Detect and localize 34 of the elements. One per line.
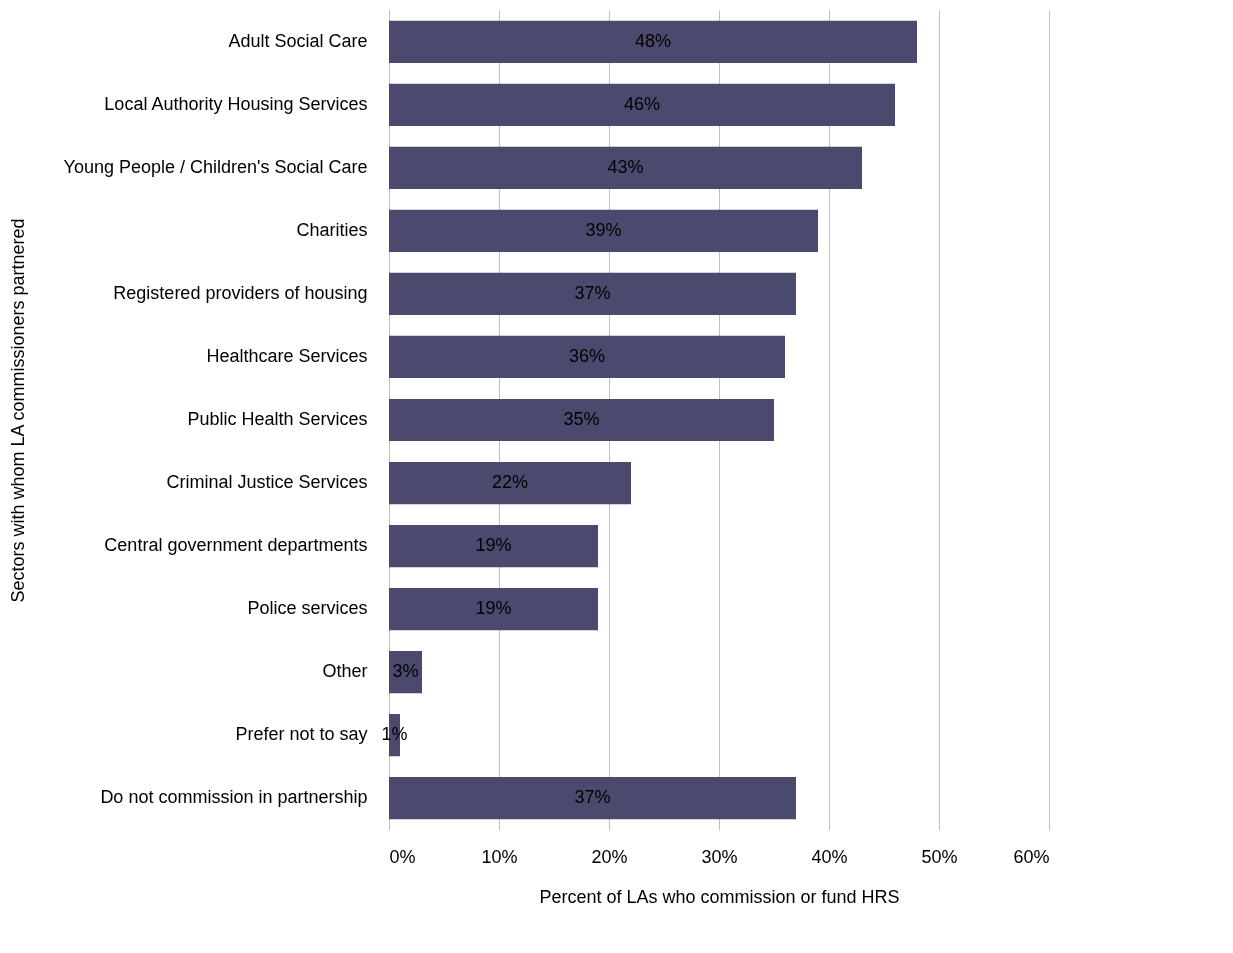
data-label: 46% bbox=[623, 93, 661, 114]
y-axis-title: Sectors with whom LA commissioners partnered bbox=[7, 218, 28, 603]
y-tick-label: Young People / Children's Social Care bbox=[63, 156, 368, 177]
y-tick-label: Registered providers of housing bbox=[113, 282, 368, 303]
x-tick-label: 40% bbox=[811, 846, 848, 867]
y-tick-label: Healthcare Services bbox=[206, 345, 368, 366]
data-label: 19% bbox=[475, 598, 512, 619]
y-tick-label: Public Health Services bbox=[187, 409, 368, 429]
y-tick-label: Central government departments bbox=[104, 535, 368, 556]
y-tick-label: Criminal Justice Services bbox=[166, 472, 368, 493]
data-label: 36% bbox=[568, 345, 606, 366]
x-tick-label: 60% bbox=[1013, 846, 1050, 867]
data-label: 39% bbox=[585, 219, 622, 240]
x-tick-label: 30% bbox=[701, 846, 738, 867]
data-label: 48% bbox=[634, 30, 672, 51]
data-label: 43% bbox=[607, 156, 644, 177]
x-axis-title: Percent of LAs who commission or fund HRS bbox=[539, 886, 900, 907]
x-tick-label: 10% bbox=[481, 846, 518, 867]
y-tick-label: Charities bbox=[296, 219, 368, 240]
x-tick-label: 20% bbox=[591, 846, 628, 867]
data-label: 19% bbox=[475, 535, 512, 556]
data-label: 3% bbox=[392, 661, 419, 682]
y-tick-label: Police services bbox=[247, 598, 368, 619]
data-label: 37% bbox=[574, 282, 611, 303]
y-tick-label: Prefer not to say bbox=[235, 724, 368, 745]
x-tick-label: 0% bbox=[389, 846, 416, 867]
x-tick-label: 50% bbox=[921, 846, 958, 867]
y-tick-label: Do not commission in partnership bbox=[100, 787, 368, 808]
data-label: 37% bbox=[574, 787, 611, 808]
y-tick-label: Other bbox=[322, 661, 368, 682]
data-label: 35% bbox=[563, 409, 600, 429]
y-tick-label: Adult Social Care bbox=[228, 30, 368, 51]
data-label: 22% bbox=[491, 472, 529, 493]
y-tick-label: Local Authority Housing Services bbox=[104, 93, 368, 114]
